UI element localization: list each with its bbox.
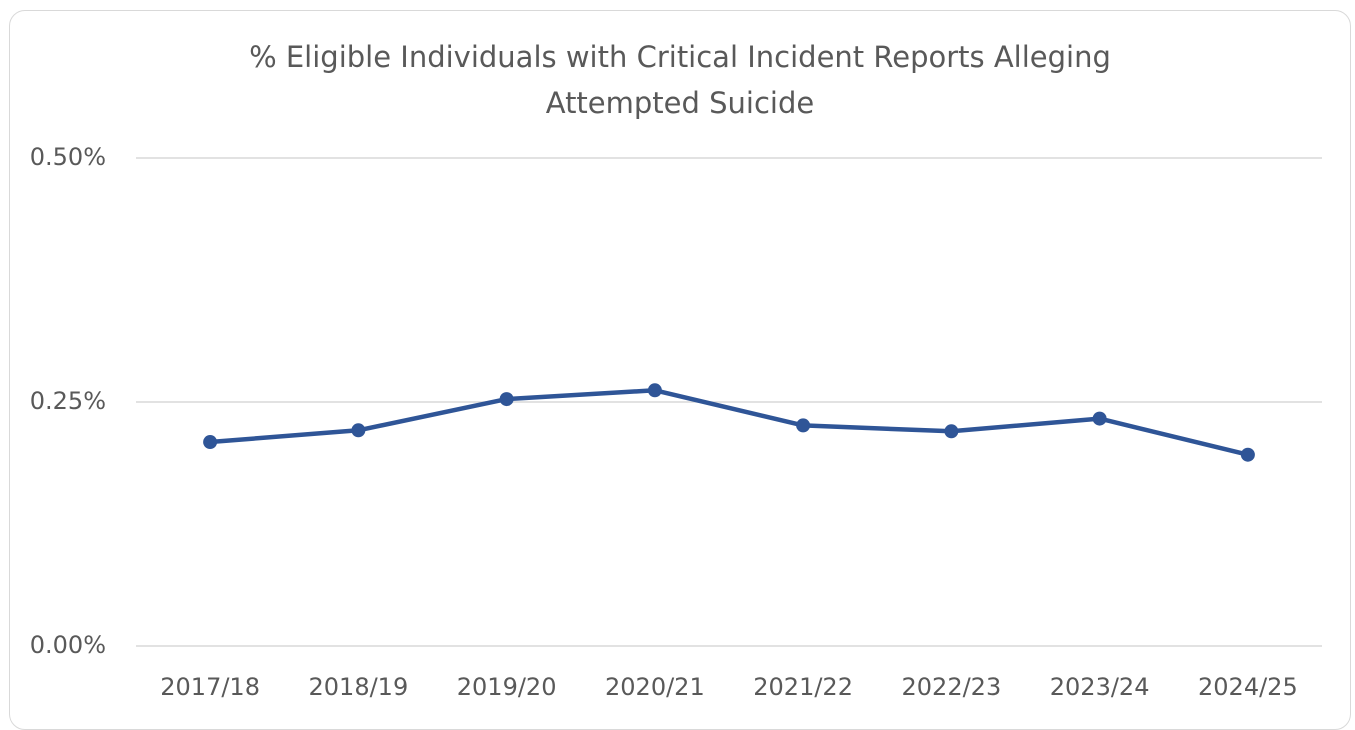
x-tick-label: 2023/24 bbox=[1050, 673, 1150, 701]
chart: 0.00% 0.25% 0.50% 2017/18 2018/19 2019/20 2020… bbox=[30, 143, 1322, 701]
series-line bbox=[209, 388, 1249, 457]
x-tick-label: 2024/25 bbox=[1198, 673, 1298, 701]
page: % Eligible Individuals with Critical Inc… bbox=[9, 10, 1351, 730]
data-point bbox=[1240, 447, 1255, 462]
x-tick-label: 2017/18 bbox=[160, 673, 260, 701]
y-tick-label: 0.00% bbox=[30, 631, 106, 659]
x-tick-label: 2020/21 bbox=[605, 673, 705, 701]
data-point bbox=[351, 423, 366, 438]
data-point bbox=[203, 435, 218, 450]
x-tick-label: 2019/20 bbox=[457, 673, 557, 701]
x-tick-label: 2018/19 bbox=[309, 673, 409, 701]
y-tick-label: 0.25% bbox=[30, 387, 106, 415]
y-tick-label: 0.50% bbox=[30, 143, 106, 171]
data-point bbox=[944, 424, 959, 439]
x-tick-label: 2022/23 bbox=[902, 673, 1002, 701]
chart-title: % Eligible Individuals with Critical Inc… bbox=[249, 40, 1111, 120]
data-point bbox=[1092, 411, 1107, 426]
x-tick-label: 2021/22 bbox=[753, 673, 853, 701]
data-point bbox=[647, 383, 662, 398]
data-point bbox=[499, 392, 514, 407]
data-point bbox=[796, 418, 811, 433]
